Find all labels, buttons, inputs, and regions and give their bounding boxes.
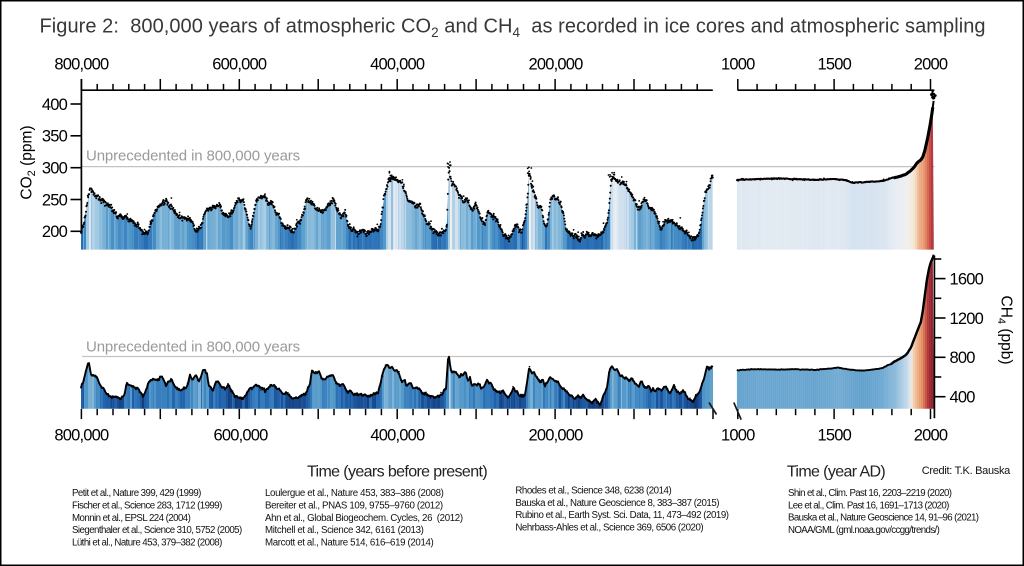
svg-text:1000: 1000	[721, 427, 755, 445]
svg-text:200,000: 200,000	[528, 427, 583, 445]
svg-text:Fischer et al., Science 283, 1: Fischer et al., Science 283, 1712 (1999)	[72, 501, 222, 512]
svg-text:200,000: 200,000	[528, 56, 583, 74]
svg-text:Nehrbass-Ahles et al., Science: Nehrbass-Ahles et al., Science 369, 6506…	[515, 523, 703, 534]
svg-text:300: 300	[42, 160, 68, 178]
svg-text:Lee et al., Clim. Past 16, 169: Lee et al., Clim. Past 16, 1691–1713 (20…	[788, 500, 949, 511]
svg-text:400,000: 400,000	[370, 56, 425, 74]
svg-text:Bauska et al., Nature Geoscien: Bauska et al., Nature Geoscience 8, 383–…	[515, 498, 719, 509]
svg-text:Monnin et al., EPSL 224 (2004): Monnin et al., EPSL 224 (2004)	[72, 513, 191, 524]
svg-text:400: 400	[42, 96, 68, 114]
svg-text:1500: 1500	[817, 56, 851, 74]
svg-text:600,000: 600,000	[212, 56, 267, 74]
svg-text:Unprecedented in 800,000 years: Unprecedented in 800,000 years	[86, 338, 300, 355]
svg-text:800,000: 800,000	[54, 427, 109, 445]
svg-text:Credit: T.K. Bauska: Credit: T.K. Bauska	[922, 465, 1011, 477]
svg-text:CH4 (ppb): CH4 (ppb)	[995, 295, 1014, 364]
svg-text:350: 350	[42, 128, 68, 146]
svg-text:400: 400	[950, 389, 976, 407]
svg-text:1000: 1000	[721, 56, 755, 74]
svg-text:400,000: 400,000	[370, 427, 425, 445]
svg-text:Unprecedented in 800,000 years: Unprecedented in 800,000 years	[86, 147, 300, 164]
svg-text:Bereiter et al., PNAS 109, 975: Bereiter et al., PNAS 109, 9755–9760 (20…	[265, 501, 443, 512]
svg-text:800,000: 800,000	[54, 56, 109, 74]
svg-text:250: 250	[42, 191, 68, 209]
svg-text:1500: 1500	[817, 427, 851, 445]
svg-text:CO2 (ppm): CO2 (ppm)	[19, 125, 38, 199]
svg-text:1200: 1200	[950, 310, 984, 328]
svg-text:800: 800	[950, 349, 976, 367]
svg-text:Petit et al., Nature 399, 429: Petit et al., Nature 399, 429 (1999)	[72, 488, 201, 499]
svg-text:Shin et al., Clim. Past 16, 22: Shin et al., Clim. Past 16, 2203–2219 (2…	[788, 488, 952, 499]
svg-text:Siegenthaler et al., Science 3: Siegenthaler et al., Science 310, 5752 (…	[72, 525, 242, 536]
svg-text:Mitchell et al., Science 342,: Mitchell et al., Science 342, 6161 (2013…	[265, 525, 424, 536]
svg-text:Time (years before present): Time (years before present)	[307, 464, 487, 481]
svg-text:1600: 1600	[950, 270, 984, 288]
svg-text:Loulergue et al., Nature 453,: Loulergue et al., Nature 453, 383–386 (2…	[265, 488, 444, 499]
svg-text:Time (year AD): Time (year AD)	[787, 464, 886, 481]
svg-text:NOAA/GML (gml.noaa.gov/ccgg/tr: NOAA/GML (gml.noaa.gov/ccgg/trends/)	[788, 525, 940, 536]
svg-text:Figure 2: 800,000 years of at: Figure 2: 800,000 years of atmospheric C…	[40, 16, 986, 41]
svg-text:600,000: 600,000	[213, 427, 268, 445]
svg-text:Rhodes et al., Science 348, 62: Rhodes et al., Science 348, 6238 (2014)	[515, 486, 671, 497]
svg-text:2000: 2000	[914, 56, 948, 74]
svg-text:Bauska et al., Nature Geoscien: Bauska et al., Nature Geoscience 14, 91–…	[788, 513, 979, 524]
svg-text:Rubino et al., Earth Syst. Sci: Rubino et al., Earth Syst. Sci. Data, 11…	[515, 510, 728, 521]
svg-text:Marcott et al., Nature 514, 61: Marcott et al., Nature 514, 616–619 (201…	[265, 538, 434, 549]
svg-text:200: 200	[42, 223, 68, 241]
svg-text:Lüthi et al., Nature 453, 379–: Lüthi et al., Nature 453, 379–382 (2008)	[72, 538, 222, 549]
svg-text:Ahn et al., Global Biogeochem.: Ahn et al., Global Biogeochem. Cycles, 2…	[265, 513, 463, 524]
svg-text:2000: 2000	[914, 427, 948, 445]
